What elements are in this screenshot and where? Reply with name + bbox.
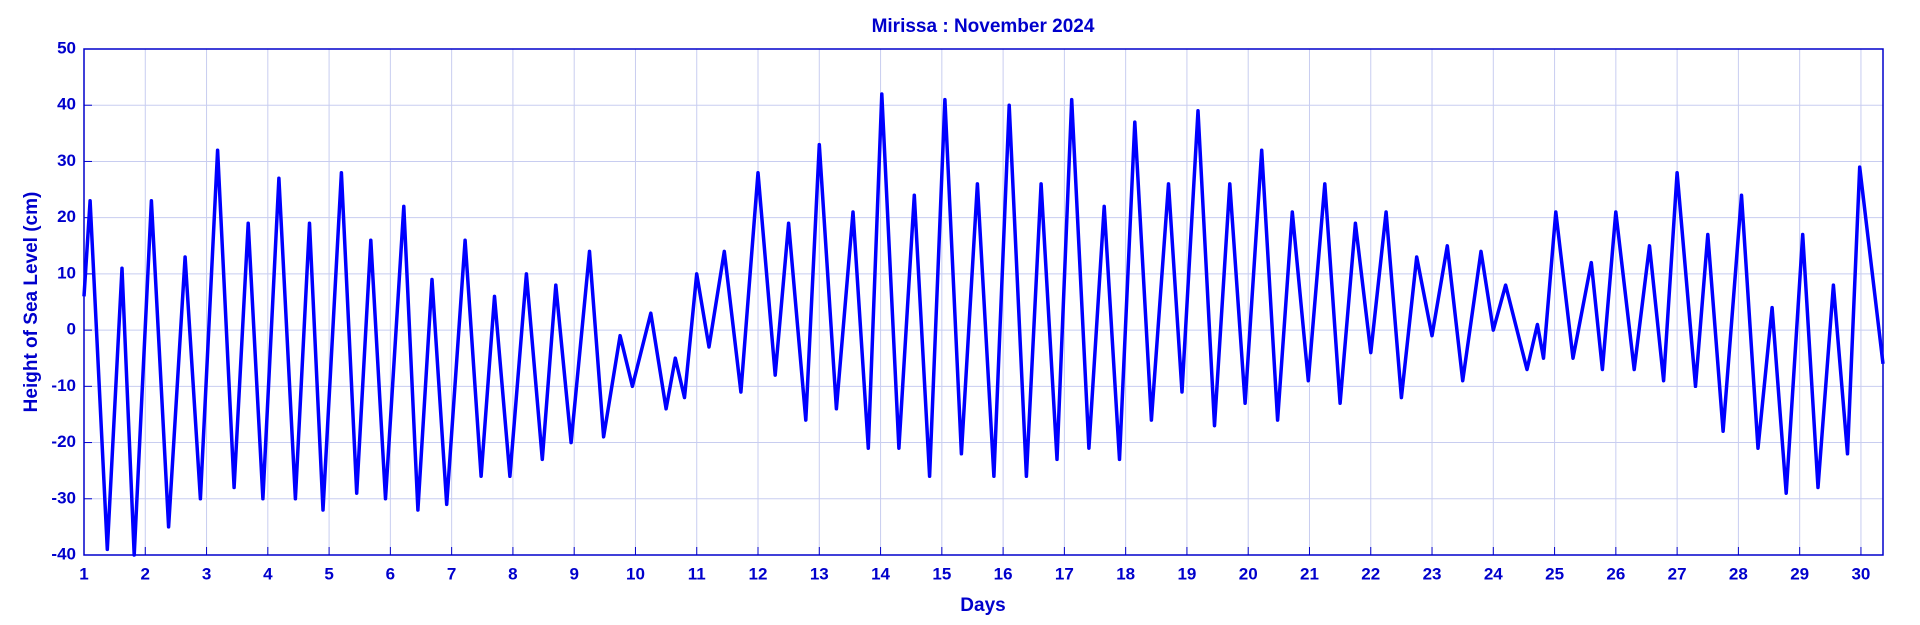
x-tick-label: 14 [871,564,890,583]
y-tick-label: 20 [57,207,76,226]
x-tick-label: 28 [1729,564,1748,583]
x-tick-label: 15 [932,564,951,583]
x-axis-label: Days [960,595,1005,616]
y-tick-label: 10 [57,263,76,282]
x-tick-label: 26 [1606,564,1625,583]
x-tick-label: 2 [141,564,150,583]
x-tick-label: 3 [202,564,211,583]
x-tick-label: 8 [508,564,517,583]
x-tick-label: 5 [324,564,333,583]
y-tick-label: 40 [57,95,76,114]
x-tick-label: 29 [1790,564,1809,583]
y-axis-label: Height of Sea Level (cm) [21,192,42,413]
y-tick-label: -40 [51,544,76,563]
x-tick-label: 17 [1055,564,1074,583]
x-tick-label: 16 [994,564,1013,583]
y-tick-label: 30 [57,151,76,170]
x-tick-label: 9 [569,564,578,583]
y-tick-label: -20 [51,432,76,451]
sea-level-line [82,92,1885,557]
x-tick-label: 18 [1116,564,1135,583]
x-tick-label: 11 [688,564,706,583]
x-tick-label: 19 [1177,564,1196,583]
x-tick-label: 23 [1423,564,1442,583]
x-tick-label: 13 [810,564,829,583]
x-tick-label: 30 [1851,564,1870,583]
y-tick-label: -10 [51,376,76,395]
x-tick-label: 21 [1300,564,1319,583]
x-tick-label: 12 [749,564,768,583]
x-tick-label: 20 [1239,564,1258,583]
x-tick-label: 4 [263,564,273,583]
x-tick-label: 25 [1545,564,1564,583]
x-tick-label: 10 [626,564,645,583]
y-tick-label: 50 [57,38,76,57]
y-tick-label: -30 [51,488,76,507]
y-tick-label: 0 [67,320,76,339]
x-tick-label: 6 [386,564,395,583]
x-tick-label: 22 [1361,564,1380,583]
x-tick-label: 7 [447,564,456,583]
x-tick-label: 24 [1484,564,1503,583]
plot-frame [83,48,1884,556]
chart-title: Mirissa : November 2024 [872,16,1095,37]
x-tick-label: 27 [1668,564,1687,583]
x-tick-label: 1 [79,564,88,583]
